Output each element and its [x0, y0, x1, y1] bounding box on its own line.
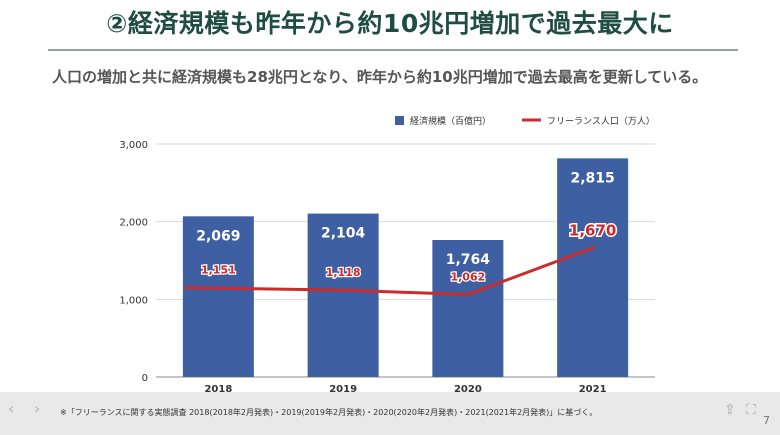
next-slide-icon[interactable]: ›	[34, 399, 41, 418]
share-icon[interactable]: ⇪	[724, 402, 736, 418]
title-divider	[48, 49, 738, 51]
fullscreen-icon[interactable]: ⛶	[746, 402, 756, 418]
bar	[557, 158, 629, 377]
bottom-toolbar	[0, 392, 780, 435]
line-value-label: 1,118	[326, 266, 361, 279]
x-tick-label: 2020	[454, 384, 482, 392]
line-value-label: 1,062	[450, 271, 485, 284]
x-tick-label: 2018	[204, 384, 232, 392]
x-tick-label: 2021	[579, 384, 607, 392]
page-number: 7	[763, 414, 770, 427]
footnote: ※「フリーランスに関する実態調査 2018(2018年2月発表)・2019(20…	[60, 408, 598, 417]
line-value-label: 1,151	[201, 264, 236, 277]
bar-value-label: 2,069	[196, 228, 240, 244]
combo-chart: 0 1,000 2,000 3,000 2,069 2018 2,104 2019 1,764 2…	[119, 115, 655, 392]
legend-line-label: フリーランス人口（万人）	[547, 116, 655, 127]
series-line	[184, 245, 596, 297]
bar	[432, 239, 504, 377]
y-tick-label: 0	[142, 373, 148, 384]
legend-bar-swatch	[395, 116, 404, 125]
legend-bar-label: 経済規模（百億円）	[410, 115, 491, 127]
line-value-label: 1,670	[569, 221, 616, 239]
bar-value-label: 2,815	[570, 170, 614, 186]
bar-value-label: 2,104	[321, 226, 366, 242]
x-tick-label: 2019	[329, 384, 357, 392]
y-tick-label: 1,000	[119, 295, 148, 306]
y-tick-label: 2,000	[119, 218, 148, 229]
prev-slide-icon[interactable]: ‹	[8, 399, 15, 418]
bar	[307, 213, 379, 377]
page-subtitle: 人口の増加と共に経済規模も28兆円となり、昨年から約10兆円増加で過去最高を更新…	[52, 68, 708, 86]
page-title: ②経済規模も昨年から約10兆円増加で過去最大に	[106, 9, 674, 38]
bar	[182, 216, 254, 377]
y-tick-label: 3,000	[119, 140, 148, 151]
bar-value-label: 1,764	[446, 252, 491, 268]
